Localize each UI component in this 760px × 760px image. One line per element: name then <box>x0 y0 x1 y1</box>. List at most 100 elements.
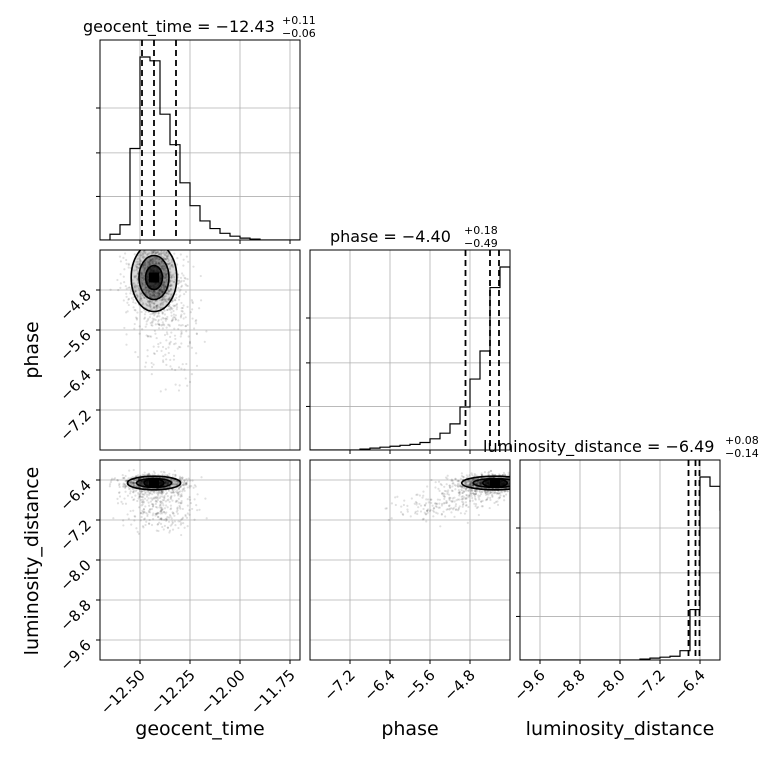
sample-point <box>450 511 453 514</box>
sample-point <box>133 274 136 278</box>
sample-point <box>132 301 135 304</box>
sample-point <box>511 484 513 486</box>
sample-point <box>449 486 452 489</box>
sample-point <box>175 293 178 296</box>
sample-point <box>167 481 170 484</box>
sample-point <box>459 484 462 488</box>
sample-point <box>141 501 144 504</box>
sample-point <box>164 299 167 302</box>
sample-point <box>169 271 172 274</box>
sample-point <box>461 491 464 495</box>
sample-point <box>426 508 430 511</box>
sample-point <box>185 255 189 258</box>
sample-point <box>158 292 161 295</box>
sample-point <box>532 488 534 490</box>
sample-point <box>471 496 474 500</box>
sample-point <box>511 486 513 488</box>
sample-point <box>157 290 160 293</box>
sample-point <box>152 490 155 493</box>
sample-point <box>447 493 451 496</box>
sample-point <box>542 475 544 477</box>
sample-point <box>154 512 157 516</box>
sample-point <box>164 285 167 288</box>
sample-point <box>423 511 426 514</box>
sample-point <box>159 500 162 503</box>
sample-point <box>178 323 181 327</box>
sample-point <box>140 254 143 257</box>
sample-point <box>146 245 148 247</box>
sample-point <box>164 295 167 298</box>
sample-point <box>159 502 162 505</box>
sample-point <box>150 308 153 311</box>
sample-point <box>403 499 406 502</box>
sample-point <box>468 494 471 498</box>
sample-point <box>546 485 548 487</box>
sample-point <box>487 471 490 474</box>
sample-point <box>179 316 183 319</box>
sample-point <box>162 269 166 272</box>
sample-point <box>143 517 146 520</box>
sample-point <box>454 508 457 511</box>
sample-point <box>143 262 146 265</box>
sample-point <box>151 244 153 246</box>
sample-point <box>164 267 167 270</box>
sample-point <box>164 518 167 521</box>
sample-point <box>434 502 437 505</box>
sample-point <box>487 473 491 476</box>
sample-point <box>129 492 132 495</box>
sample-point <box>179 253 182 256</box>
sample-point <box>184 482 187 486</box>
sample-point <box>151 317 154 320</box>
sample-point <box>177 501 180 504</box>
sample-point <box>514 485 516 487</box>
sample-point <box>151 251 155 254</box>
sample-point <box>185 478 188 481</box>
sample-point <box>513 476 515 478</box>
sample-point <box>180 342 183 345</box>
sample-point <box>181 483 184 487</box>
sample-point <box>514 481 516 483</box>
sample-point <box>178 384 181 387</box>
sample-point <box>157 327 161 330</box>
sample-point <box>446 492 449 496</box>
sample-point <box>162 359 165 362</box>
sample-point <box>165 257 168 260</box>
sample-point <box>141 301 145 305</box>
sample-point <box>162 251 165 255</box>
sample-point <box>124 284 127 288</box>
sample-point <box>128 481 132 484</box>
sample-point <box>489 469 493 473</box>
sample-point <box>481 499 484 502</box>
sample-point <box>156 511 159 514</box>
sample-point <box>191 300 194 303</box>
sample-point <box>536 484 538 486</box>
sample-point <box>159 288 162 292</box>
sample-point <box>133 498 136 501</box>
sample-point <box>152 293 156 296</box>
sample-point <box>169 277 172 280</box>
sample-point <box>491 491 494 494</box>
sample-point <box>530 484 532 486</box>
sample-point <box>469 482 472 485</box>
sample-point <box>481 473 484 477</box>
sample-point <box>154 300 157 303</box>
sample-point <box>195 364 199 367</box>
sample-point <box>146 473 150 476</box>
sample-point <box>122 299 125 302</box>
sample-point <box>133 282 136 285</box>
sample-point <box>446 491 449 494</box>
sample-point <box>132 490 135 494</box>
sample-point <box>512 484 514 486</box>
sample-point <box>109 288 112 291</box>
sample-point <box>513 480 515 482</box>
sample-point <box>178 295 181 298</box>
sample-point <box>153 250 157 253</box>
sample-point <box>479 482 483 485</box>
sample-point <box>517 479 519 481</box>
sample-point <box>168 472 171 475</box>
sample-point <box>154 251 158 255</box>
sample-point <box>384 507 387 510</box>
sample-point <box>131 481 135 484</box>
sample-point <box>152 255 156 258</box>
sample-point <box>182 317 185 320</box>
